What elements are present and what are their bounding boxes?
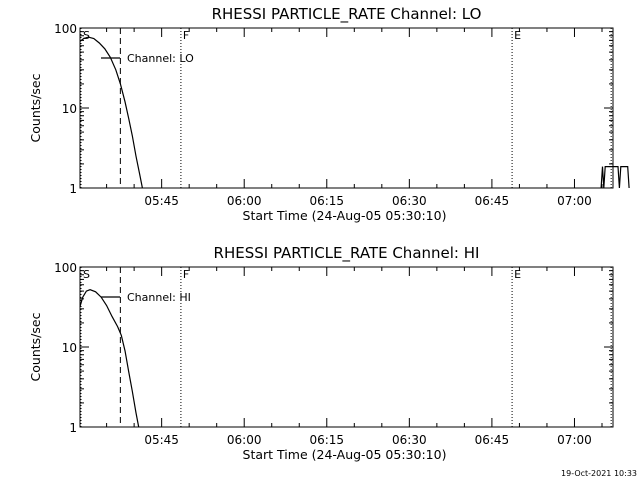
x-tick-label: 05:45	[144, 194, 179, 208]
y-tick-label: 1	[69, 182, 77, 196]
timestamp: 19-Oct-2021 10:33	[561, 469, 637, 478]
y-tick-label: 1	[69, 421, 77, 435]
series-line	[79, 289, 140, 428]
panel-hi-channel: RHESSI PARTICLE_RATE Channel: HI 1 10 100 05…	[28, 244, 614, 462]
marker-flag-e: E	[514, 29, 521, 42]
x-tick-label: 06:00	[227, 194, 262, 208]
x-tick-label: 07:00	[557, 433, 592, 447]
y-tick-label: 100	[54, 22, 77, 36]
x-tick-label: 06:30	[392, 433, 427, 447]
x-tick-label: 06:30	[392, 194, 427, 208]
x-tick-label: 06:15	[309, 433, 344, 447]
marker-flag-f: F	[183, 29, 189, 42]
panel-lo-channel: RHESSI PARTICLE_RATE Channel: LO 1 10 100 05…	[28, 5, 630, 223]
x-tick-label: 06:45	[475, 194, 510, 208]
marker-flag-s: S	[83, 268, 90, 281]
y-tick-label: 10	[62, 341, 77, 355]
marker-flag-f: F	[183, 268, 189, 281]
legend-label: Channel: HI	[127, 291, 191, 304]
y-tick-label: 10	[62, 102, 77, 116]
x-tick-label: 05:45	[144, 433, 179, 447]
chart-title: RHESSI PARTICLE_RATE Channel: LO	[212, 5, 482, 24]
legend-label: Channel: LO	[127, 52, 194, 65]
x-axis-label: Start Time (24-Aug-05 05:30:10)	[243, 208, 447, 223]
marker-flag-s: S	[83, 29, 90, 42]
x-axis-label: Start Time (24-Aug-05 05:30:10)	[243, 447, 447, 462]
series-line	[600, 166, 630, 189]
chart-title: RHESSI PARTICLE_RATE Channel: HI	[214, 244, 480, 263]
x-tick-label: 07:00	[557, 194, 592, 208]
y-tick-label: 100	[54, 261, 77, 275]
x-tick-label: 06:00	[227, 433, 262, 447]
x-tick-label: 06:15	[309, 194, 344, 208]
series-line	[79, 36, 143, 189]
marker-flag-e: E	[514, 268, 521, 281]
y-axis-label: Counts/sec	[28, 312, 43, 381]
y-axis-label: Counts/sec	[28, 73, 43, 142]
x-tick-label: 06:45	[475, 433, 510, 447]
